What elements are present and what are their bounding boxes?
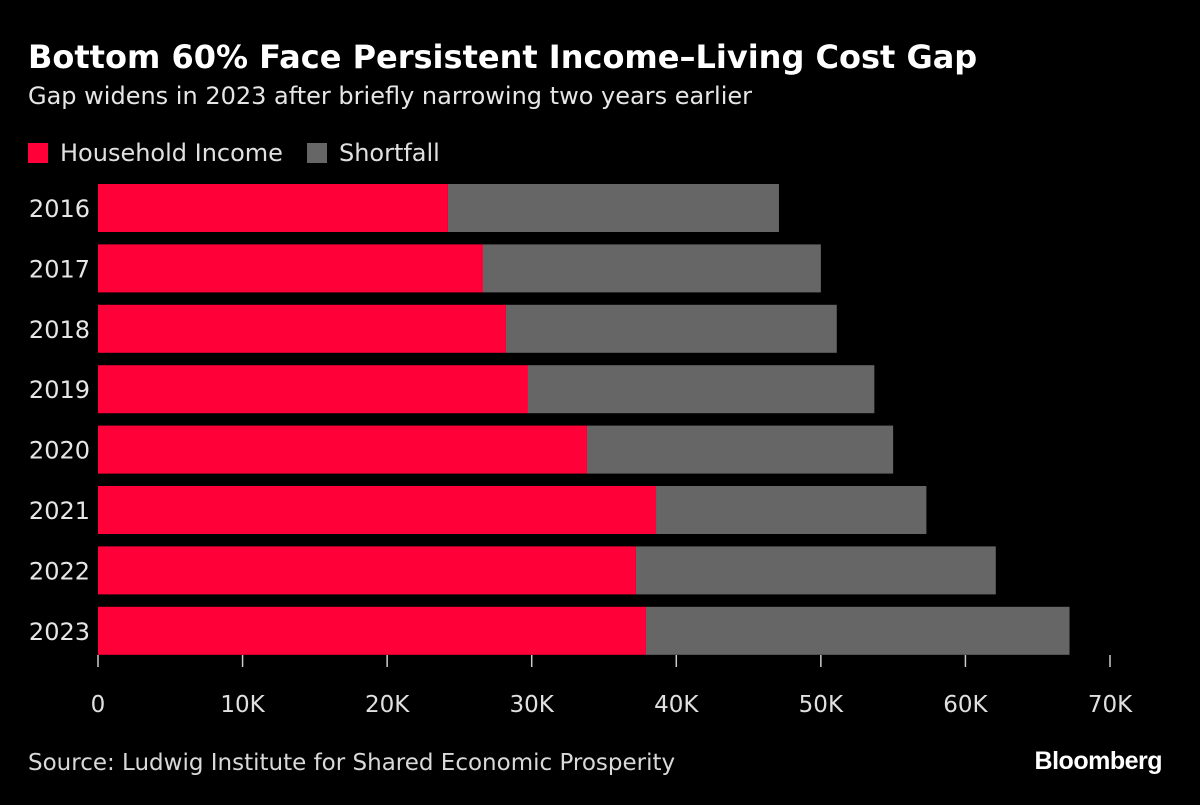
bar-shortfall bbox=[482, 244, 821, 293]
bar-shortfall bbox=[527, 365, 875, 414]
y-tick-label: 2017 bbox=[29, 255, 90, 283]
source-note: Source: Ludwig Institute for Shared Econ… bbox=[28, 750, 676, 776]
legend-label-shortfall: Shortfall bbox=[338, 139, 440, 167]
x-tick-label: 70K bbox=[1088, 692, 1133, 718]
chart-subtitle: Gap widens in 2023 after briefly narrowi… bbox=[28, 82, 753, 110]
bar-shortfall bbox=[586, 425, 894, 474]
bar-shortfall bbox=[645, 606, 1070, 655]
x-tick-label: 10K bbox=[220, 692, 265, 718]
x-tick-label: 60K bbox=[943, 692, 988, 718]
x-tick-label: 0 bbox=[91, 692, 106, 718]
y-tick-label: 2021 bbox=[29, 497, 90, 525]
y-tick-label: 2022 bbox=[29, 557, 90, 585]
bar-household-income bbox=[98, 606, 646, 655]
y-tick-label: 2020 bbox=[29, 437, 90, 465]
y-tick-label: 2019 bbox=[29, 376, 90, 404]
bar-household-income bbox=[98, 486, 657, 534]
y-tick-label: 2018 bbox=[29, 316, 90, 344]
stacked-bar-chart: 2016 2017 2018 2019 2020 2021 2022 2023 0 10K 20K 3… bbox=[29, 184, 1133, 718]
x-tick-label: 50K bbox=[799, 692, 844, 718]
legend-label-household-income: Household Income bbox=[60, 139, 283, 167]
bar-shortfall bbox=[505, 304, 837, 353]
x-tick-label: 40K bbox=[654, 692, 699, 718]
bar-household-income bbox=[98, 304, 506, 353]
legend-swatch-shortfall bbox=[306, 143, 327, 163]
bar-household-income bbox=[98, 425, 587, 474]
bar-household-income bbox=[98, 244, 483, 293]
bar-shortfall bbox=[656, 486, 927, 534]
bar-household-income bbox=[98, 546, 636, 595]
bar-shortfall bbox=[447, 184, 779, 232]
bar-shortfall bbox=[635, 546, 996, 595]
legend: Household Income Shortfall bbox=[28, 137, 464, 169]
legend-swatch-household-income bbox=[28, 143, 48, 163]
bar-household-income bbox=[98, 365, 528, 414]
legend-item-household-income: Household Income bbox=[28, 139, 283, 167]
y-tick-label: 2016 bbox=[29, 195, 90, 223]
bloomberg-logo: Bloomberg bbox=[1034, 747, 1163, 775]
bar-household-income bbox=[98, 184, 448, 232]
y-tick-label: 2023 bbox=[29, 618, 90, 646]
chart-title: Bottom 60% Face Persistent Income–Living… bbox=[28, 38, 978, 76]
x-tick-label: 30K bbox=[510, 692, 555, 718]
x-tick-label: 20K bbox=[365, 692, 410, 718]
legend-item-shortfall: Shortfall bbox=[306, 139, 440, 167]
